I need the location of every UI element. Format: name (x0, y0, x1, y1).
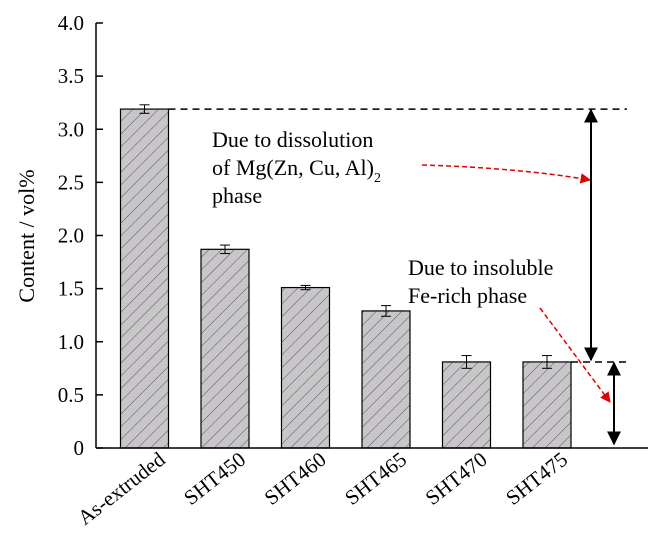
bars (119, 104, 572, 449)
bar-sht465 (361, 310, 411, 449)
annotation-dissolution-formula: of Mg(Zn, Cu, Al) (212, 155, 374, 180)
annotation-dissolution-line3: phase (212, 183, 262, 208)
y-tick-label: 1.5 (58, 277, 84, 301)
error-bar (381, 305, 391, 317)
y-tick-label: 0 (74, 436, 85, 460)
y-axis-title: Content / vol% (14, 169, 39, 302)
error-bar (220, 244, 230, 255)
error-bar (542, 355, 552, 369)
y-tick-label: 4.0 (58, 11, 84, 35)
x-tick-label: SHT475 (501, 447, 572, 510)
y-tick-label: 2.0 (58, 224, 84, 248)
error-bar (139, 104, 150, 114)
annotation-dissolution-subscript: 2 (374, 171, 381, 186)
x-axis-labels: As-extruded SHT450 SHT460 SHT465 SHT470 SHT47… (73, 447, 572, 530)
x-tick-label: SHT465 (340, 447, 411, 510)
annotation-dissolution-line1: Due to dissolution (212, 127, 373, 152)
bar-sht450 (200, 248, 250, 449)
error-bar (300, 284, 311, 291)
bar-sht475 (522, 361, 572, 449)
y-tick-label: 3.0 (58, 117, 84, 141)
y-axis-ticks: 0 0.5 1.0 1.5 2.0 2.5 3.0 3.5 4.0 (58, 11, 103, 460)
reference-lines (168, 108, 627, 363)
y-tick-label: 3.5 (58, 64, 84, 88)
annotation-dissolution-line2: of Mg(Zn, Cu, Al)2 (212, 155, 381, 186)
y-tick-label: 1.0 (58, 330, 84, 354)
x-tick-label: SHT460 (260, 447, 331, 510)
bar-sht460 (280, 286, 331, 449)
annotation-insoluble: Due to insoluble Fe-rich phase (408, 255, 553, 308)
bar-sht470 (441, 361, 492, 449)
x-tick-label: SHT450 (179, 447, 250, 510)
annotation-dissolution: Due to dissolution of Mg(Zn, Cu, Al)2 ph… (212, 127, 381, 208)
y-tick-label: 2.5 (58, 170, 84, 194)
y-tick-label: 0.5 (58, 383, 84, 407)
x-tick-label: SHT470 (421, 447, 492, 510)
error-bar (461, 355, 472, 369)
bar-as-extruded (119, 108, 170, 449)
annotation-insoluble-line2: Fe-rich phase (408, 283, 527, 308)
red-arrow-insoluble (539, 307, 611, 403)
red-arrow-dissolution (421, 164, 592, 184)
x-tick-label: As-extruded (73, 447, 170, 530)
annotation-insoluble-line1: Due to insoluble (408, 255, 553, 280)
